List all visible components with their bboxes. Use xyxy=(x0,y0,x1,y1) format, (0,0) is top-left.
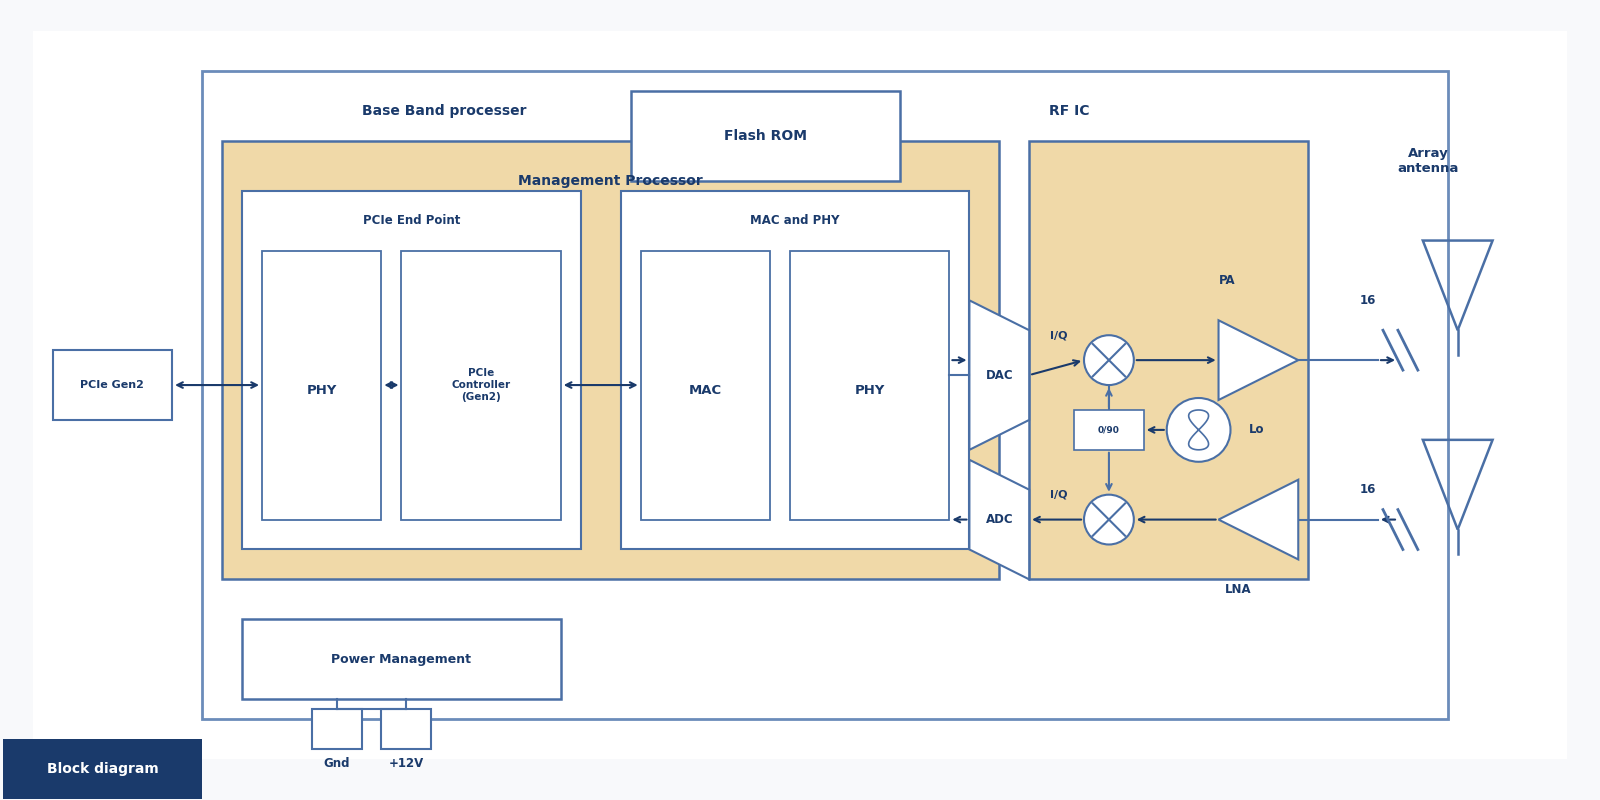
Bar xyxy=(202,71,1448,719)
Text: PHY: PHY xyxy=(854,383,885,397)
Bar xyxy=(621,190,970,550)
Text: PCIe Gen2: PCIe Gen2 xyxy=(80,380,144,390)
Bar xyxy=(242,190,581,550)
Polygon shape xyxy=(970,460,1029,579)
Text: Lo: Lo xyxy=(1248,423,1264,436)
Text: Base Band processer: Base Band processer xyxy=(362,104,526,118)
Bar xyxy=(242,619,562,699)
Text: Array
antenna: Array antenna xyxy=(1397,147,1459,175)
Text: ADC: ADC xyxy=(986,513,1013,526)
Circle shape xyxy=(1085,494,1134,545)
Bar xyxy=(790,250,949,519)
Bar xyxy=(630,91,899,181)
Text: I/Q: I/Q xyxy=(1050,330,1067,340)
Text: Management Processor: Management Processor xyxy=(518,174,702,188)
Bar xyxy=(1074,410,1144,450)
Text: 16: 16 xyxy=(1360,294,1376,307)
Text: PHY: PHY xyxy=(307,383,338,397)
Text: PA: PA xyxy=(1219,274,1235,287)
Text: Power Management: Power Management xyxy=(331,653,472,666)
Text: PCIe End Point: PCIe End Point xyxy=(363,214,461,227)
Text: DAC: DAC xyxy=(986,369,1013,382)
Text: LNA: LNA xyxy=(1226,583,1251,596)
Bar xyxy=(262,250,381,519)
Text: MAC and PHY: MAC and PHY xyxy=(750,214,840,227)
Text: MAC: MAC xyxy=(688,383,722,397)
Polygon shape xyxy=(1219,480,1298,559)
Text: 0/90: 0/90 xyxy=(1098,426,1120,434)
Polygon shape xyxy=(1219,320,1298,400)
Bar xyxy=(312,709,362,749)
Text: I/Q: I/Q xyxy=(1050,490,1067,500)
Bar xyxy=(640,250,770,519)
Polygon shape xyxy=(970,300,1029,450)
Bar xyxy=(3,739,202,798)
Text: Gnd: Gnd xyxy=(323,758,350,770)
Bar xyxy=(381,709,432,749)
Text: RF IC: RF IC xyxy=(1050,104,1090,118)
Bar xyxy=(1029,141,1309,579)
Text: Flash ROM: Flash ROM xyxy=(723,129,806,143)
Circle shape xyxy=(1166,398,1230,462)
Bar xyxy=(222,141,1000,579)
Circle shape xyxy=(1085,335,1134,385)
Bar xyxy=(402,250,562,519)
Text: PCIe
Controller
(Gen2): PCIe Controller (Gen2) xyxy=(451,369,510,402)
Text: 16: 16 xyxy=(1360,483,1376,496)
Text: Block diagram: Block diagram xyxy=(46,762,158,776)
Bar xyxy=(53,350,173,420)
Text: +12V: +12V xyxy=(389,758,424,770)
